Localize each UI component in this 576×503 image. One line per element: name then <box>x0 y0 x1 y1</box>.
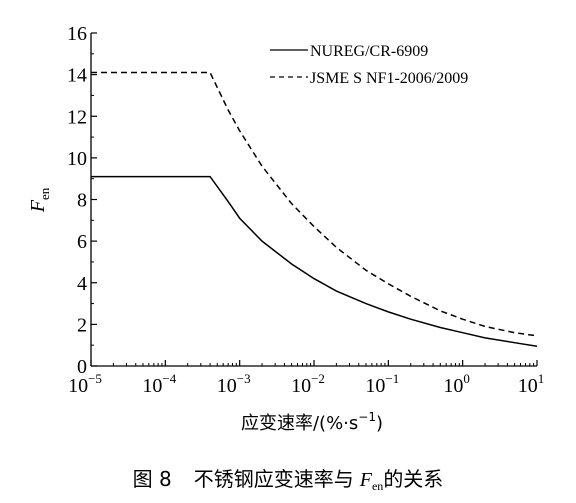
x-tick-label: 101 <box>518 371 545 397</box>
y-tick-label: 2 <box>77 314 87 336</box>
y-axis-label: Fen <box>27 187 52 213</box>
series-line-jsme <box>91 71 538 337</box>
y-tick-label: 10 <box>67 148 87 170</box>
figure-caption: 图 8 不锈钢应变速率与 Fen的关系 <box>133 467 444 493</box>
y-tick-label: 6 <box>77 231 87 253</box>
y-tick-label: 4 <box>77 273 87 295</box>
y-tick-label: 8 <box>77 190 87 212</box>
series-lines <box>91 71 538 347</box>
legend-label-jsme: JSME S NF1-2006/2009 <box>310 70 468 87</box>
x-axis-label: 应变速率/(%·s−1) <box>241 410 383 434</box>
y-tick-label: 16 <box>67 23 87 45</box>
y-ticks: 0 2 4 6 8 10 12 14 16 <box>67 23 97 378</box>
caption-label: 图 8 <box>133 467 172 491</box>
legend: NUREG/CR-6909 JSME S NF1-2006/2009 <box>270 43 468 87</box>
x-tick-label: 100 <box>443 371 470 397</box>
chart-area: 0 2 4 6 8 10 12 14 16 10−5 10−4 10−3 10−2 10−1 100 101… <box>27 23 544 434</box>
legend-label-nureg: NUREG/CR-6909 <box>310 43 428 60</box>
x-tick-label: 10−5 <box>68 371 102 397</box>
y-tick-label: 0 <box>77 356 87 378</box>
x-tick-label: 10−2 <box>291 371 325 397</box>
x-tick-label: 10−4 <box>142 371 176 397</box>
x-ticks: 10−5 10−4 10−3 10−2 10−1 100 101 <box>68 360 544 397</box>
series-line-nureg <box>91 175 538 347</box>
y-tick-label: 12 <box>67 106 87 128</box>
y-tick-label: 14 <box>67 65 87 87</box>
x-tick-label: 10−1 <box>365 371 399 397</box>
x-tick-label: 10−3 <box>217 371 251 397</box>
